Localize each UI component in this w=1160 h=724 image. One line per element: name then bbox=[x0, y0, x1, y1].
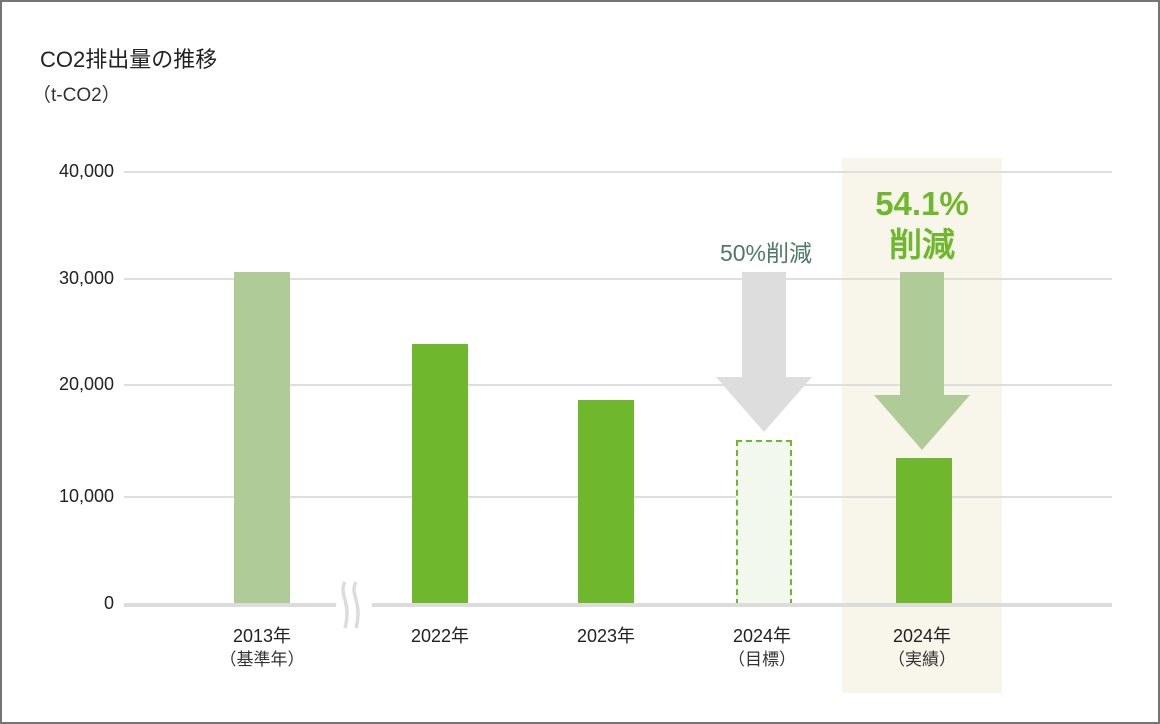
axis-break-icon bbox=[336, 580, 372, 632]
chart-title: CO2排出量の推移 bbox=[40, 47, 218, 72]
gridline-20000 bbox=[124, 384, 1112, 386]
gridline-30000 bbox=[124, 278, 1112, 280]
bar-2022 bbox=[412, 344, 468, 605]
actual-down-arrow-icon bbox=[874, 272, 970, 450]
y-tick-20000: 20,000 bbox=[58, 374, 114, 394]
actual-reduction-percent: 54.1% bbox=[875, 185, 969, 222]
x-label-sub: （実績） bbox=[888, 650, 956, 669]
target-reduction-label: 50%削減 bbox=[719, 240, 813, 266]
y-tick-30000: 30,000 bbox=[58, 268, 114, 288]
x-label-2023: 2023年 bbox=[546, 624, 666, 648]
gridline-40000 bbox=[124, 171, 1112, 173]
y-tick-0: 0 bbox=[103, 593, 114, 613]
x-label-year: 2024年 bbox=[892, 626, 952, 646]
x-label-2024-actual: 2024年 （実績） bbox=[862, 624, 982, 672]
y-tick-40000: 40,000 bbox=[58, 161, 114, 181]
bar-2023 bbox=[578, 400, 634, 605]
x-label-2022: 2022年 bbox=[380, 624, 500, 648]
x-label-year: 2022年 bbox=[410, 626, 470, 646]
x-label-sub: （基準年） bbox=[219, 650, 305, 669]
x-label-sub: （目標） bbox=[728, 650, 796, 669]
x-label-year: 2024年 bbox=[732, 626, 792, 646]
actual-reduction-word: 削減 bbox=[889, 226, 955, 263]
x-label-year: 2023年 bbox=[576, 626, 636, 646]
target-down-arrow-icon bbox=[716, 272, 812, 432]
bar-2024-target bbox=[736, 440, 792, 605]
bar-2024-actual bbox=[896, 458, 952, 605]
unit-label: （t-CO2） bbox=[32, 85, 121, 106]
y-tick-10000: 10,000 bbox=[58, 486, 114, 506]
bar-2013-base bbox=[234, 272, 290, 605]
x-label-2024-target: 2024年 （目標） bbox=[702, 624, 822, 672]
x-label-2013: 2013年 （基準年） bbox=[202, 624, 322, 672]
x-axis-baseline bbox=[124, 603, 1112, 607]
x-label-year: 2013年 bbox=[232, 626, 292, 646]
